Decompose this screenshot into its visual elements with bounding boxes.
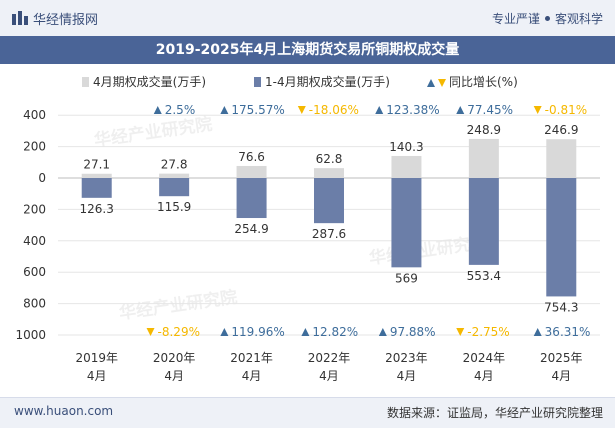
y-tick-label: 400 xyxy=(23,234,46,248)
legend-up-arrow-icon xyxy=(427,79,435,87)
x-tick-label-year: 2022年 xyxy=(308,351,351,365)
data-label-monthly: 76.6 xyxy=(238,150,265,164)
bar-monthly xyxy=(546,139,577,178)
chart-title: 2019-2025年4月上海期货交易所铜期权成交量 xyxy=(0,36,615,64)
data-label-ytd: 754.3 xyxy=(544,300,578,314)
growth-down-arrow-icon xyxy=(456,328,465,336)
growth-down-arrow-icon xyxy=(146,328,155,336)
slogan: 专业严谨 客观科学 xyxy=(492,10,603,27)
x-tick-label-year: 2024年 xyxy=(463,351,506,365)
bar-ytd xyxy=(81,178,112,198)
bar-monthly xyxy=(159,173,190,178)
data-label-monthly: 62.8 xyxy=(316,152,343,166)
growth-up-arrow-icon xyxy=(301,328,310,336)
bar-monthly xyxy=(236,165,267,178)
watermark-text: 华经产业研究院 xyxy=(118,287,239,324)
data-label-ytd: 287.6 xyxy=(312,227,346,241)
slogan-right: 客观科学 xyxy=(554,12,603,26)
growth-up-arrow-icon xyxy=(456,106,465,114)
y-tick-label: 0 xyxy=(38,171,46,185)
x-tick-label-month: 4月 xyxy=(474,369,494,383)
data-label-monthly: 248.9 xyxy=(467,123,501,137)
y-tick-label: 200 xyxy=(23,202,46,216)
growth-label-ytd: 119.96% xyxy=(231,325,284,339)
bar-ytd xyxy=(159,178,190,197)
growth-label-monthly: -18.06% xyxy=(309,103,359,117)
growth-up-arrow-icon xyxy=(153,106,162,114)
top-bar: 华经情报网 专业严谨 客观科学 xyxy=(0,0,615,36)
x-tick-label-year: 2025年 xyxy=(540,351,583,365)
growth-label-ytd: 12.82% xyxy=(312,325,358,339)
growth-up-arrow-icon xyxy=(220,106,229,114)
growth-label-monthly: 77.45% xyxy=(467,103,513,117)
bar-monthly xyxy=(468,138,499,178)
bar-ytd xyxy=(391,178,422,268)
bar-ytd xyxy=(236,178,267,219)
x-tick-label-year: 2019年 xyxy=(75,351,118,365)
bar-monthly xyxy=(81,173,112,178)
growth-up-arrow-icon xyxy=(375,106,384,114)
y-tick-label: 600 xyxy=(23,265,46,279)
footer-site: www.huaon.com xyxy=(14,404,114,418)
y-tick-label: 800 xyxy=(23,297,46,311)
growth-up-arrow-icon xyxy=(220,328,229,336)
growth-label-ytd: 36.31% xyxy=(545,325,591,339)
legend-swatch-monthly xyxy=(82,77,89,87)
data-label-ytd: 569 xyxy=(395,271,418,285)
data-label-monthly: 27.8 xyxy=(161,158,188,172)
watermark-text: 华经产业研究院 xyxy=(93,114,214,151)
growth-label-monthly: 175.57% xyxy=(231,103,284,117)
data-label-monthly: 246.9 xyxy=(544,123,578,137)
data-label-ytd: 126.3 xyxy=(80,202,114,216)
x-tick-label-month: 4月 xyxy=(164,369,184,383)
growth-label-monthly: 123.38% xyxy=(386,103,439,117)
x-tick-label-year: 2023年 xyxy=(385,351,428,365)
x-tick-label-month: 4月 xyxy=(319,369,339,383)
growth-label-ytd: -8.29% xyxy=(158,325,200,339)
slogan-left: 专业严谨 xyxy=(491,12,540,26)
bar-ytd xyxy=(468,178,499,265)
legend-swatch-ytd xyxy=(254,77,261,87)
bar-monthly xyxy=(391,155,422,178)
footer-source: 数据来源：证监局，华经产业研究院整理 xyxy=(386,406,603,420)
legend-label-ytd: 1-4月期权成交量(万手) xyxy=(265,74,390,89)
x-tick-label-year: 2020年 xyxy=(153,351,196,365)
x-tick-label-month: 4月 xyxy=(242,369,262,383)
dot-icon xyxy=(544,16,550,21)
growth-label-monthly: 2.5% xyxy=(165,103,196,117)
y-tick-label: 400 xyxy=(23,108,46,122)
x-tick-label-month: 4月 xyxy=(551,369,571,383)
data-label-monthly: 140.3 xyxy=(389,140,423,154)
data-label-ytd: 254.9 xyxy=(234,222,268,236)
bar-ytd xyxy=(314,178,344,224)
x-tick-label-year: 2021年 xyxy=(230,351,273,365)
growth-down-arrow-icon xyxy=(297,106,306,114)
x-tick-label-month: 4月 xyxy=(87,369,107,383)
legend-label-growth: 同比增长(%) xyxy=(449,75,518,89)
legend-label-monthly: 4月期权成交量(万手) xyxy=(93,74,206,89)
x-tick-label-month: 4月 xyxy=(397,369,417,383)
logo-icon xyxy=(12,11,28,25)
y-tick-label: 200 xyxy=(23,140,46,154)
footer: www.huaon.com 数据来源：证监局，华经产业研究院整理 xyxy=(0,397,615,428)
growth-up-arrow-icon xyxy=(533,328,542,336)
growth-label-ytd: -2.75% xyxy=(467,325,509,339)
bar-ytd xyxy=(546,178,577,297)
legend-down-arrow-icon xyxy=(438,79,446,87)
bar-monthly xyxy=(314,168,344,178)
y-tick-label: 1000 xyxy=(15,328,46,342)
brand-name: 华经情报网 xyxy=(33,13,99,28)
data-label-ytd: 553.4 xyxy=(467,269,501,283)
growth-down-arrow-icon xyxy=(533,106,542,114)
growth-up-arrow-icon xyxy=(378,328,387,336)
data-label-ytd: 115.9 xyxy=(157,200,191,214)
data-label-monthly: 27.1 xyxy=(83,158,110,172)
growth-label-monthly: -0.81% xyxy=(545,103,587,117)
growth-label-ytd: 97.88% xyxy=(390,325,436,339)
